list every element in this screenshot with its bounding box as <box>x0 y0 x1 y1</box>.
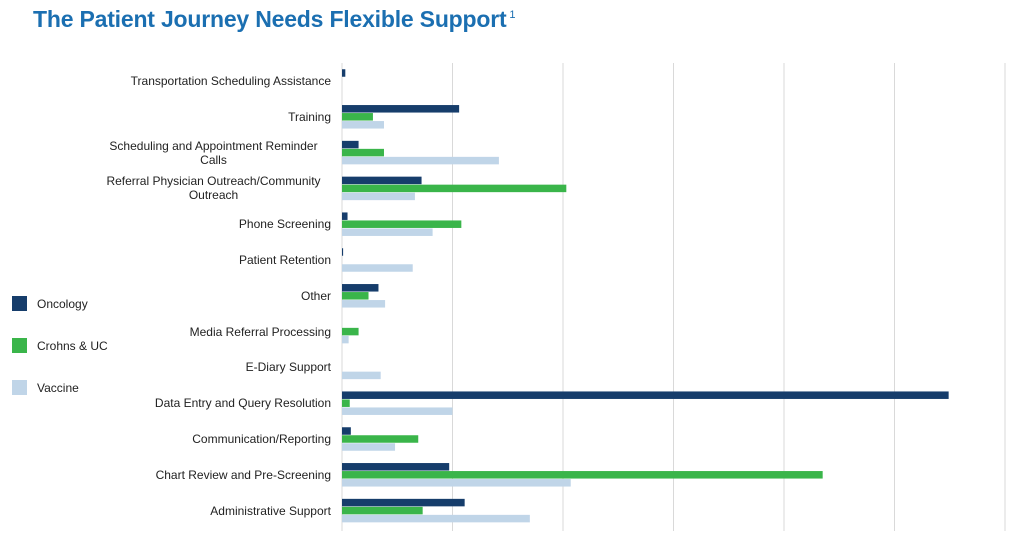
bar <box>342 113 373 121</box>
bar <box>342 121 384 129</box>
bar <box>342 148 384 157</box>
y-tick-label: Training <box>288 109 331 124</box>
y-tick-label: Referral Physician Outreach/Community Ou… <box>106 174 321 203</box>
y-tick-label: Data Entry and Query Resolution <box>154 396 331 411</box>
bar <box>342 479 571 487</box>
y-tick-label: Communication/Reporting <box>192 432 331 446</box>
bar <box>342 506 423 515</box>
legend-swatch <box>12 338 27 353</box>
bar <box>342 284 379 292</box>
bar <box>342 498 465 507</box>
legend-label: Crohns & UC <box>37 338 108 353</box>
bar <box>342 176 422 185</box>
bar <box>342 371 381 380</box>
legend-swatch <box>12 380 27 395</box>
legend-swatch <box>12 296 27 311</box>
y-tick-label: Media Referral Processing <box>189 324 331 339</box>
y-tick-label: Chart Review and Pre-Screening <box>155 467 331 482</box>
bar <box>342 427 351 435</box>
bar <box>342 248 344 256</box>
bar <box>342 399 350 407</box>
bar <box>342 471 823 479</box>
y-tick-label: Other <box>300 288 331 303</box>
bar <box>342 105 460 113</box>
y-tick-label: Administrative Support <box>210 503 331 518</box>
title-superscript: 1 <box>509 9 516 22</box>
bar <box>342 220 462 228</box>
bar <box>342 463 450 471</box>
y-tick-label: E-Diary Support <box>245 360 331 375</box>
bar <box>342 140 359 149</box>
bar <box>342 327 359 336</box>
bar <box>342 300 386 308</box>
bar <box>342 514 530 523</box>
bar <box>342 391 949 399</box>
bar <box>342 228 433 236</box>
legend-label: Oncology <box>37 296 88 311</box>
y-tick-label: Patient Retention <box>238 253 331 267</box>
y-tick-label: Scheduling and Appointment Reminder Call… <box>109 138 318 167</box>
bar <box>342 192 415 201</box>
bar <box>342 184 567 193</box>
bar <box>342 69 346 77</box>
y-tick-label: Phone Screening <box>238 217 331 232</box>
bar <box>342 335 349 344</box>
chart-title: The Patient Journey Needs Flexible Suppo… <box>33 6 507 32</box>
bar <box>342 435 419 443</box>
legend-label: Vaccine <box>37 380 79 395</box>
bar <box>342 407 453 415</box>
bar <box>342 264 413 272</box>
chart-title-wrap: The Patient Journey Needs Flexible Suppo… <box>33 6 516 33</box>
bar <box>342 292 369 300</box>
bar <box>342 212 348 220</box>
y-tick-label: Transportation Scheduling Assistance <box>130 74 331 88</box>
bar <box>342 443 396 451</box>
bar <box>342 156 499 165</box>
